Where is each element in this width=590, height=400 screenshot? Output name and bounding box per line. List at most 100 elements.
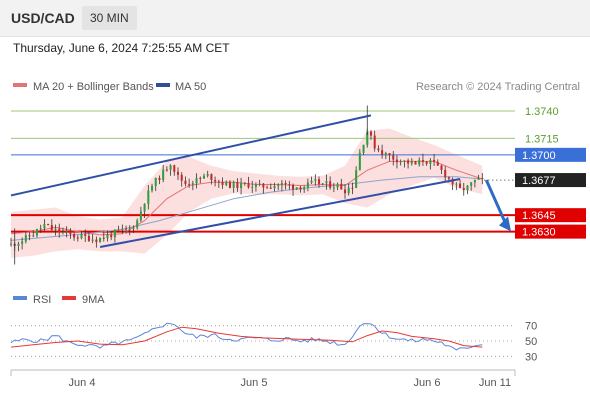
candle-body xyxy=(347,187,350,194)
candle-body xyxy=(321,183,324,185)
candle-body xyxy=(436,161,439,166)
candle-body xyxy=(314,179,317,181)
candle-body xyxy=(139,211,142,221)
candle-body xyxy=(110,234,113,238)
level-label-1.3715: 1.3715 xyxy=(525,133,559,145)
candle-body xyxy=(91,239,94,241)
candle-body xyxy=(266,187,269,189)
candle-body xyxy=(54,228,57,231)
candle-body xyxy=(240,182,243,189)
candle-body xyxy=(462,187,465,191)
candle-body xyxy=(158,177,161,180)
candle-body xyxy=(184,180,187,185)
candle-body xyxy=(366,131,369,145)
candle-body xyxy=(106,234,109,239)
header-bar: USD/CAD 30 MIN xyxy=(0,0,590,37)
candle-body xyxy=(388,153,391,156)
candle-body xyxy=(381,150,384,156)
rsi-line xyxy=(10,322,483,351)
candle-body xyxy=(358,152,361,171)
candle-body xyxy=(251,186,254,188)
candle-body xyxy=(232,182,235,188)
candle-body xyxy=(132,227,135,229)
forecast-arrow-shaft xyxy=(484,179,508,226)
ma50-legend-swatch xyxy=(156,83,170,87)
candle-body xyxy=(325,181,328,184)
candle-body xyxy=(269,187,272,189)
rsi-legend-label: RSI xyxy=(33,294,51,306)
candle-body xyxy=(225,181,228,185)
channel-upper-line xyxy=(10,114,372,197)
rsi-tick-30: 30 xyxy=(525,351,537,363)
candle-body xyxy=(299,187,302,190)
candle-body xyxy=(169,165,172,170)
candle-body xyxy=(43,224,46,229)
candle-body xyxy=(180,174,183,181)
candle-body xyxy=(318,179,321,184)
candle-body xyxy=(459,183,462,188)
candle-body xyxy=(65,231,68,233)
candle-body xyxy=(39,228,42,230)
credit-text: Research © 2024 Trading Central xyxy=(416,81,580,93)
candle-body xyxy=(61,232,64,234)
candle-body xyxy=(32,235,35,237)
candle-body xyxy=(273,186,276,189)
rsi-ma-legend-label: 9MA xyxy=(82,294,105,306)
candle-body xyxy=(332,187,335,189)
rsi-ma-legend-swatch xyxy=(62,296,76,300)
candle-body xyxy=(395,159,398,163)
timeframe-button[interactable]: 30 MIN xyxy=(82,6,137,30)
ma50-legend-label: MA 50 xyxy=(175,81,206,93)
candle-body xyxy=(369,131,372,136)
candle-body xyxy=(84,234,87,236)
rsi-tick-50: 50 xyxy=(525,336,537,348)
candle-body xyxy=(206,174,209,176)
candle-body xyxy=(477,177,480,180)
level-tag-1.3700 xyxy=(515,147,586,162)
candle-body xyxy=(236,182,239,189)
candle-body xyxy=(58,228,61,233)
candle-body xyxy=(80,234,83,239)
candle-body xyxy=(425,161,428,164)
current-price-label: 1.3677 xyxy=(522,175,556,187)
x-tick-Jun-5: Jun 5 xyxy=(241,377,268,389)
bollinger-band xyxy=(11,128,483,258)
candle-body xyxy=(410,161,413,164)
candle-body xyxy=(191,183,194,185)
candle-body xyxy=(21,241,24,244)
candle-body xyxy=(17,243,20,246)
candle-body xyxy=(243,182,246,184)
candle-body xyxy=(351,187,354,189)
rsi-ma-line xyxy=(10,326,483,348)
level-label-1.3700: 1.3700 xyxy=(522,150,556,162)
candle-body xyxy=(199,177,202,179)
symbol-title: USD/CAD xyxy=(11,10,75,26)
candle-body xyxy=(403,160,406,162)
candle-body xyxy=(173,165,176,172)
x-tick-Jun-11: Jun 11 xyxy=(479,377,511,389)
candle-body xyxy=(440,165,443,170)
candle-body xyxy=(102,237,105,239)
candle-body xyxy=(151,186,154,191)
candle-body xyxy=(247,183,250,188)
candle-body xyxy=(128,228,131,230)
candle-body xyxy=(377,148,380,151)
candle-body xyxy=(414,161,417,165)
candle-body xyxy=(447,177,450,179)
candle-body xyxy=(384,153,387,156)
candle-body xyxy=(470,182,473,186)
candle-body xyxy=(258,183,261,185)
level-tag-1.3645 xyxy=(515,208,586,223)
x-tick-Jun-4: Jun 4 xyxy=(69,377,96,389)
candle-body xyxy=(69,231,72,234)
candle-body xyxy=(214,180,217,182)
candle-body xyxy=(162,169,165,180)
candle-body xyxy=(73,233,76,238)
candle-body xyxy=(455,183,458,185)
candle-body xyxy=(95,239,98,243)
candle-body xyxy=(154,177,157,187)
candle-body xyxy=(9,243,13,245)
candle-body xyxy=(429,160,432,164)
candle-body xyxy=(343,189,347,194)
candle-body xyxy=(217,181,220,183)
